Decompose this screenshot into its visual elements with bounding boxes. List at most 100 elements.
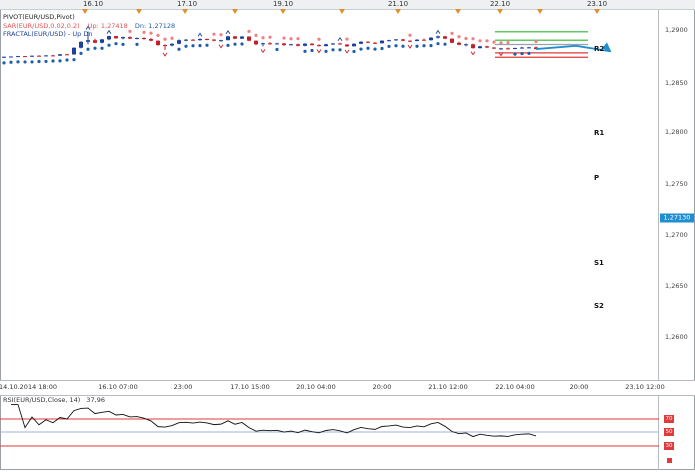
candle-body — [212, 39, 216, 41]
price-chart-canvas[interactable] — [0, 10, 659, 380]
time-tick-label: 23:00 — [173, 383, 193, 391]
time-tick-label: 14.10.2014 18:00 — [0, 383, 58, 391]
candle-body — [93, 40, 97, 43]
sar-dot-down — [219, 33, 223, 37]
sar-dot-down — [156, 33, 160, 38]
sar-dot-up — [275, 47, 279, 52]
rsi-title: RSI(EUR/USD,Close, 14) 37,96 — [3, 396, 105, 404]
price-tick-label: 1,2750 — [665, 180, 688, 188]
top-date-label: 19.10 — [272, 0, 294, 8]
candle-body — [149, 38, 153, 41]
current-price-tag: 1,27130 — [660, 213, 694, 223]
sar-dot-up — [9, 60, 13, 64]
sar-dot-up — [191, 44, 195, 48]
sar-dot-up — [338, 48, 342, 52]
sar-dot-up — [401, 44, 405, 48]
pivot-label-p: P — [594, 174, 600, 182]
candle-body — [107, 36, 111, 40]
candle-body — [142, 37, 146, 39]
candle-body — [394, 39, 398, 41]
candle-body — [471, 44, 475, 49]
sar-dot-up — [429, 44, 433, 48]
sar-dot-up — [72, 58, 76, 62]
sar-dot-up — [387, 44, 391, 49]
rsi-level-70: 70 — [664, 415, 674, 423]
candle-body — [436, 36, 440, 38]
rsi-pane[interactable] — [0, 395, 659, 470]
candle-body — [65, 54, 69, 56]
legend-sar-name: SAR(EUR/USD,0.02,0.2) — [3, 21, 80, 30]
pivot-label-s2: S2 — [594, 302, 604, 310]
fractal-down-icon — [218, 44, 224, 49]
top-date-label: 21.10 — [387, 0, 409, 8]
pivot-label-r1: R1 — [594, 129, 605, 137]
sar-dot-up — [380, 46, 384, 51]
session-marker-icon — [182, 9, 188, 14]
rsi-line — [11, 404, 537, 438]
sar-dot-down — [254, 33, 258, 38]
rsi-level-50: 50 — [664, 428, 674, 436]
sar-dot-down — [317, 37, 321, 41]
session-marker-icon — [537, 9, 543, 14]
candle-body — [345, 44, 349, 47]
price-tick-label: 1,2900 — [665, 26, 688, 34]
candle-body — [198, 38, 202, 41]
sar-dot-up — [366, 46, 370, 50]
sar-dot-up — [114, 42, 118, 46]
time-tick-label: 23.10 12:00 — [625, 383, 665, 391]
fractal-up-icon — [85, 25, 91, 30]
candle-body — [51, 55, 55, 57]
candle-body — [415, 39, 419, 42]
price-tick-label: 1,2600 — [665, 333, 688, 341]
sar-dot-up — [520, 51, 524, 56]
rsi-title-text: RSI(EUR/USD,Close, 14) — [3, 396, 81, 404]
rsi-canvas[interactable] — [0, 395, 659, 470]
top-date-label: 16.10 — [82, 0, 104, 8]
candle-body — [205, 38, 209, 40]
candle-body — [485, 46, 489, 48]
candle-body — [191, 39, 195, 41]
fractal-down-icon — [260, 49, 266, 54]
sar-dot-up — [352, 49, 356, 54]
candle-body — [457, 42, 461, 45]
sar-dot-up — [415, 44, 419, 48]
sar-dot-up — [135, 42, 139, 46]
candle-body — [373, 42, 377, 44]
time-tick-label: 16.10 07:00 — [98, 383, 138, 391]
fractal-up-icon — [435, 29, 441, 34]
candle-body — [282, 43, 286, 46]
sar-dot-up — [86, 47, 90, 51]
candle-body — [233, 36, 237, 39]
candle-body — [72, 47, 76, 55]
sar-dot-down — [268, 35, 272, 39]
candle-body — [114, 36, 118, 39]
candle-body — [163, 45, 167, 47]
candle-body — [289, 44, 293, 46]
top-date-label: 22.10 — [489, 0, 511, 8]
candle-body — [254, 40, 258, 45]
sar-dot-down — [163, 37, 167, 41]
candle-body — [177, 40, 181, 44]
price-chart-pane[interactable] — [0, 10, 659, 380]
candle-body — [44, 55, 48, 57]
sar-dot-up — [100, 46, 104, 50]
sar-dot-down — [471, 37, 475, 41]
rsi-level-30: 30 — [664, 442, 674, 450]
time-tick-label: 17.10 15:00 — [230, 383, 270, 391]
candle-body — [296, 44, 300, 46]
sar-dot-up — [331, 48, 335, 52]
sar-dot-up — [184, 44, 188, 48]
fractal-down-icon — [407, 44, 413, 49]
time-tick-label: 20:00 — [569, 383, 589, 391]
candle-body — [184, 39, 188, 41]
candle-body — [128, 37, 132, 39]
candle-body — [520, 47, 524, 49]
sar-dot-down — [170, 36, 174, 40]
sar-dot-up — [226, 43, 230, 48]
candle-body — [37, 55, 41, 57]
candle-body — [268, 43, 272, 45]
legend-pivot: PIVOT(EUR/USD,Pivot) — [3, 13, 75, 21]
candle-body — [261, 43, 265, 45]
sar-dot-down — [289, 37, 293, 41]
candle-body — [170, 43, 174, 46]
